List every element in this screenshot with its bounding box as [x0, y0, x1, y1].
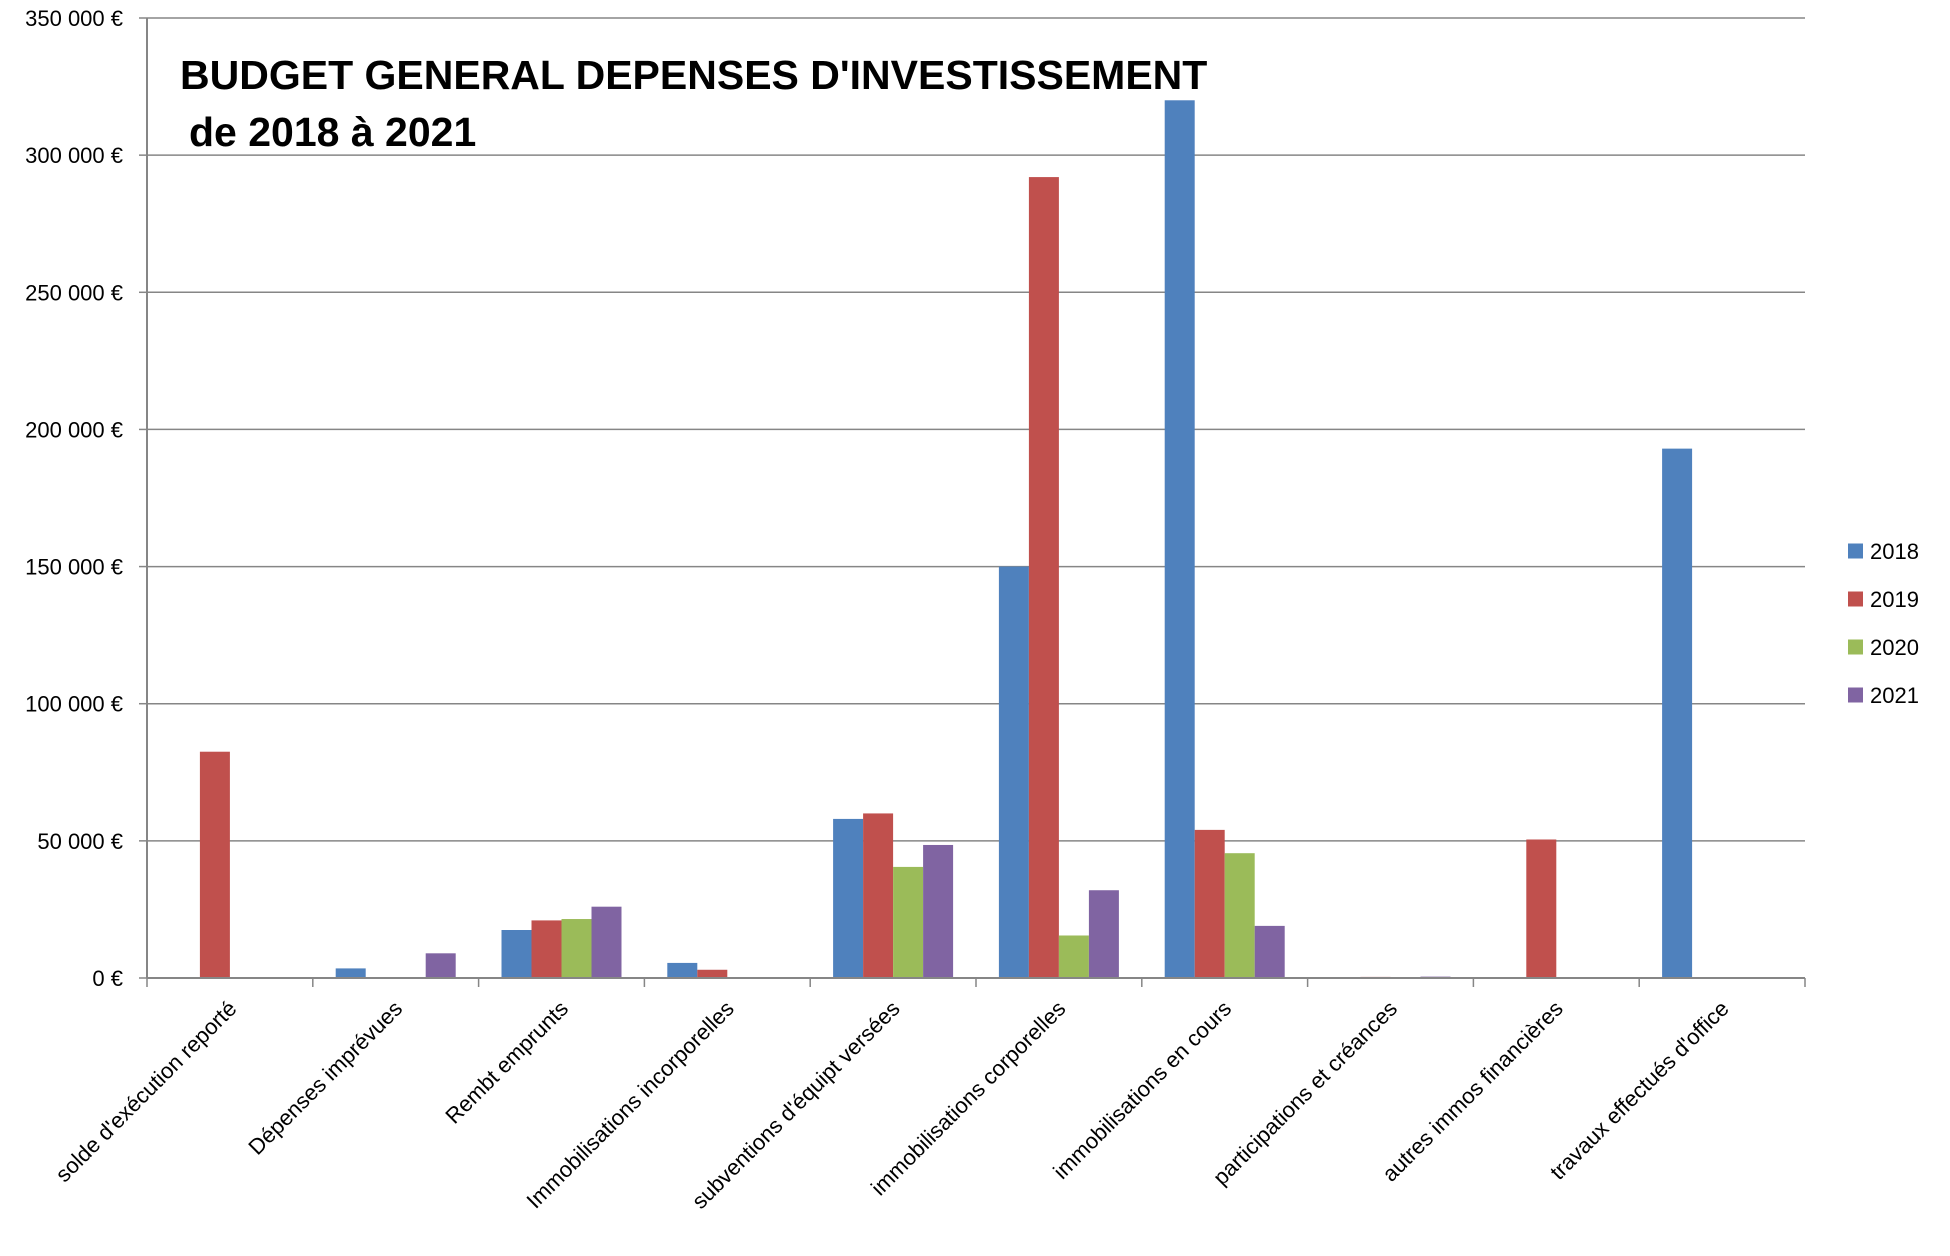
- x-category-label: Dépenses imprévues: [243, 996, 407, 1160]
- bar-2020: [893, 866, 924, 978]
- axes: [139, 17, 1806, 987]
- y-tick-label: 50 000 €: [37, 829, 123, 854]
- legend-swatch-2021: [1848, 687, 1863, 703]
- bar-2019: [1194, 829, 1225, 978]
- legend-label-2020: 2020: [1870, 635, 1919, 660]
- bar-2018: [1164, 100, 1195, 979]
- x-category-label: travaux effectués d'office: [1545, 996, 1734, 1185]
- legend-swatch-2020: [1848, 639, 1863, 655]
- bar-2019: [863, 813, 894, 978]
- bar-2018: [501, 930, 532, 978]
- y-tick-label: 250 000 €: [25, 280, 123, 305]
- bars: [199, 100, 1693, 979]
- x-axis-category-labels: solde d'exécution reporté Dépenses imprév…: [50, 996, 1733, 1214]
- bar-2018: [335, 968, 366, 978]
- legend-swatch-2018: [1848, 543, 1863, 559]
- y-tick-label: 0 €: [92, 966, 123, 991]
- bar-2021: [591, 906, 622, 978]
- bar-2019: [199, 751, 230, 978]
- y-tick-label: 200 000 €: [25, 417, 123, 442]
- x-category-label: immobilisations corporelles: [866, 996, 1070, 1200]
- legend-swatch-2019: [1848, 591, 1863, 607]
- legend-label-2021: 2021: [1870, 683, 1919, 708]
- y-axis-tick-labels: 0 € 50 000 € 100 000 € 150 000 € 200 000 € 25…: [25, 6, 123, 991]
- bar-2018: [1662, 448, 1693, 979]
- bar-2019: [1028, 177, 1059, 979]
- legend-label-2019: 2019: [1870, 587, 1919, 612]
- legend: 2018 2019 2020 2021: [1848, 539, 1919, 708]
- chart-title-line-2: de 2018 à 2021: [189, 109, 476, 155]
- gridlines: [147, 17, 1805, 842]
- x-category-label: immobilisations en cours: [1048, 996, 1236, 1184]
- bar-2018: [833, 818, 864, 978]
- bar-2018: [998, 566, 1029, 978]
- bar-2021: [1088, 890, 1119, 978]
- x-category-label: solde d'exécution reporté: [50, 996, 241, 1187]
- y-tick-label: 300 000 €: [25, 143, 123, 168]
- bar-2019: [697, 969, 728, 978]
- legend-label-2018: 2018: [1870, 539, 1919, 564]
- bar-2021: [923, 844, 954, 978]
- x-category-label: autres immos financières: [1377, 996, 1568, 1187]
- x-category-label: participations et créances: [1208, 996, 1402, 1190]
- x-category-label: Rembt emprunts: [440, 996, 573, 1129]
- bar-2021: [425, 953, 456, 978]
- bar-2021: [1254, 925, 1285, 978]
- y-tick-label: 350 000 €: [25, 6, 123, 31]
- y-tick-label: 100 000 €: [25, 692, 123, 717]
- bar-2018: [667, 962, 698, 978]
- chart-title-line-1: BUDGET GENERAL DEPENSES D'INVESTISSEMENT: [180, 52, 1207, 98]
- bar-2019: [531, 920, 562, 978]
- bar-2020: [1058, 935, 1089, 978]
- bar-2019: [1526, 839, 1557, 978]
- chart-title: BUDGET GENERAL DEPENSES D'INVESTISSEMENT…: [180, 52, 1207, 155]
- bar-2020: [1224, 853, 1255, 978]
- bar-2020: [561, 919, 592, 978]
- y-tick-label: 150 000 €: [25, 555, 123, 580]
